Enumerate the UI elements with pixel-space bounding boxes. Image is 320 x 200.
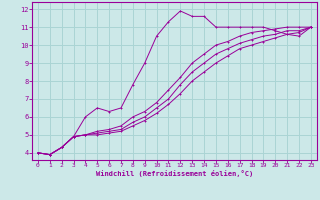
X-axis label: Windchill (Refroidissement éolien,°C): Windchill (Refroidissement éolien,°C) [96,170,253,177]
